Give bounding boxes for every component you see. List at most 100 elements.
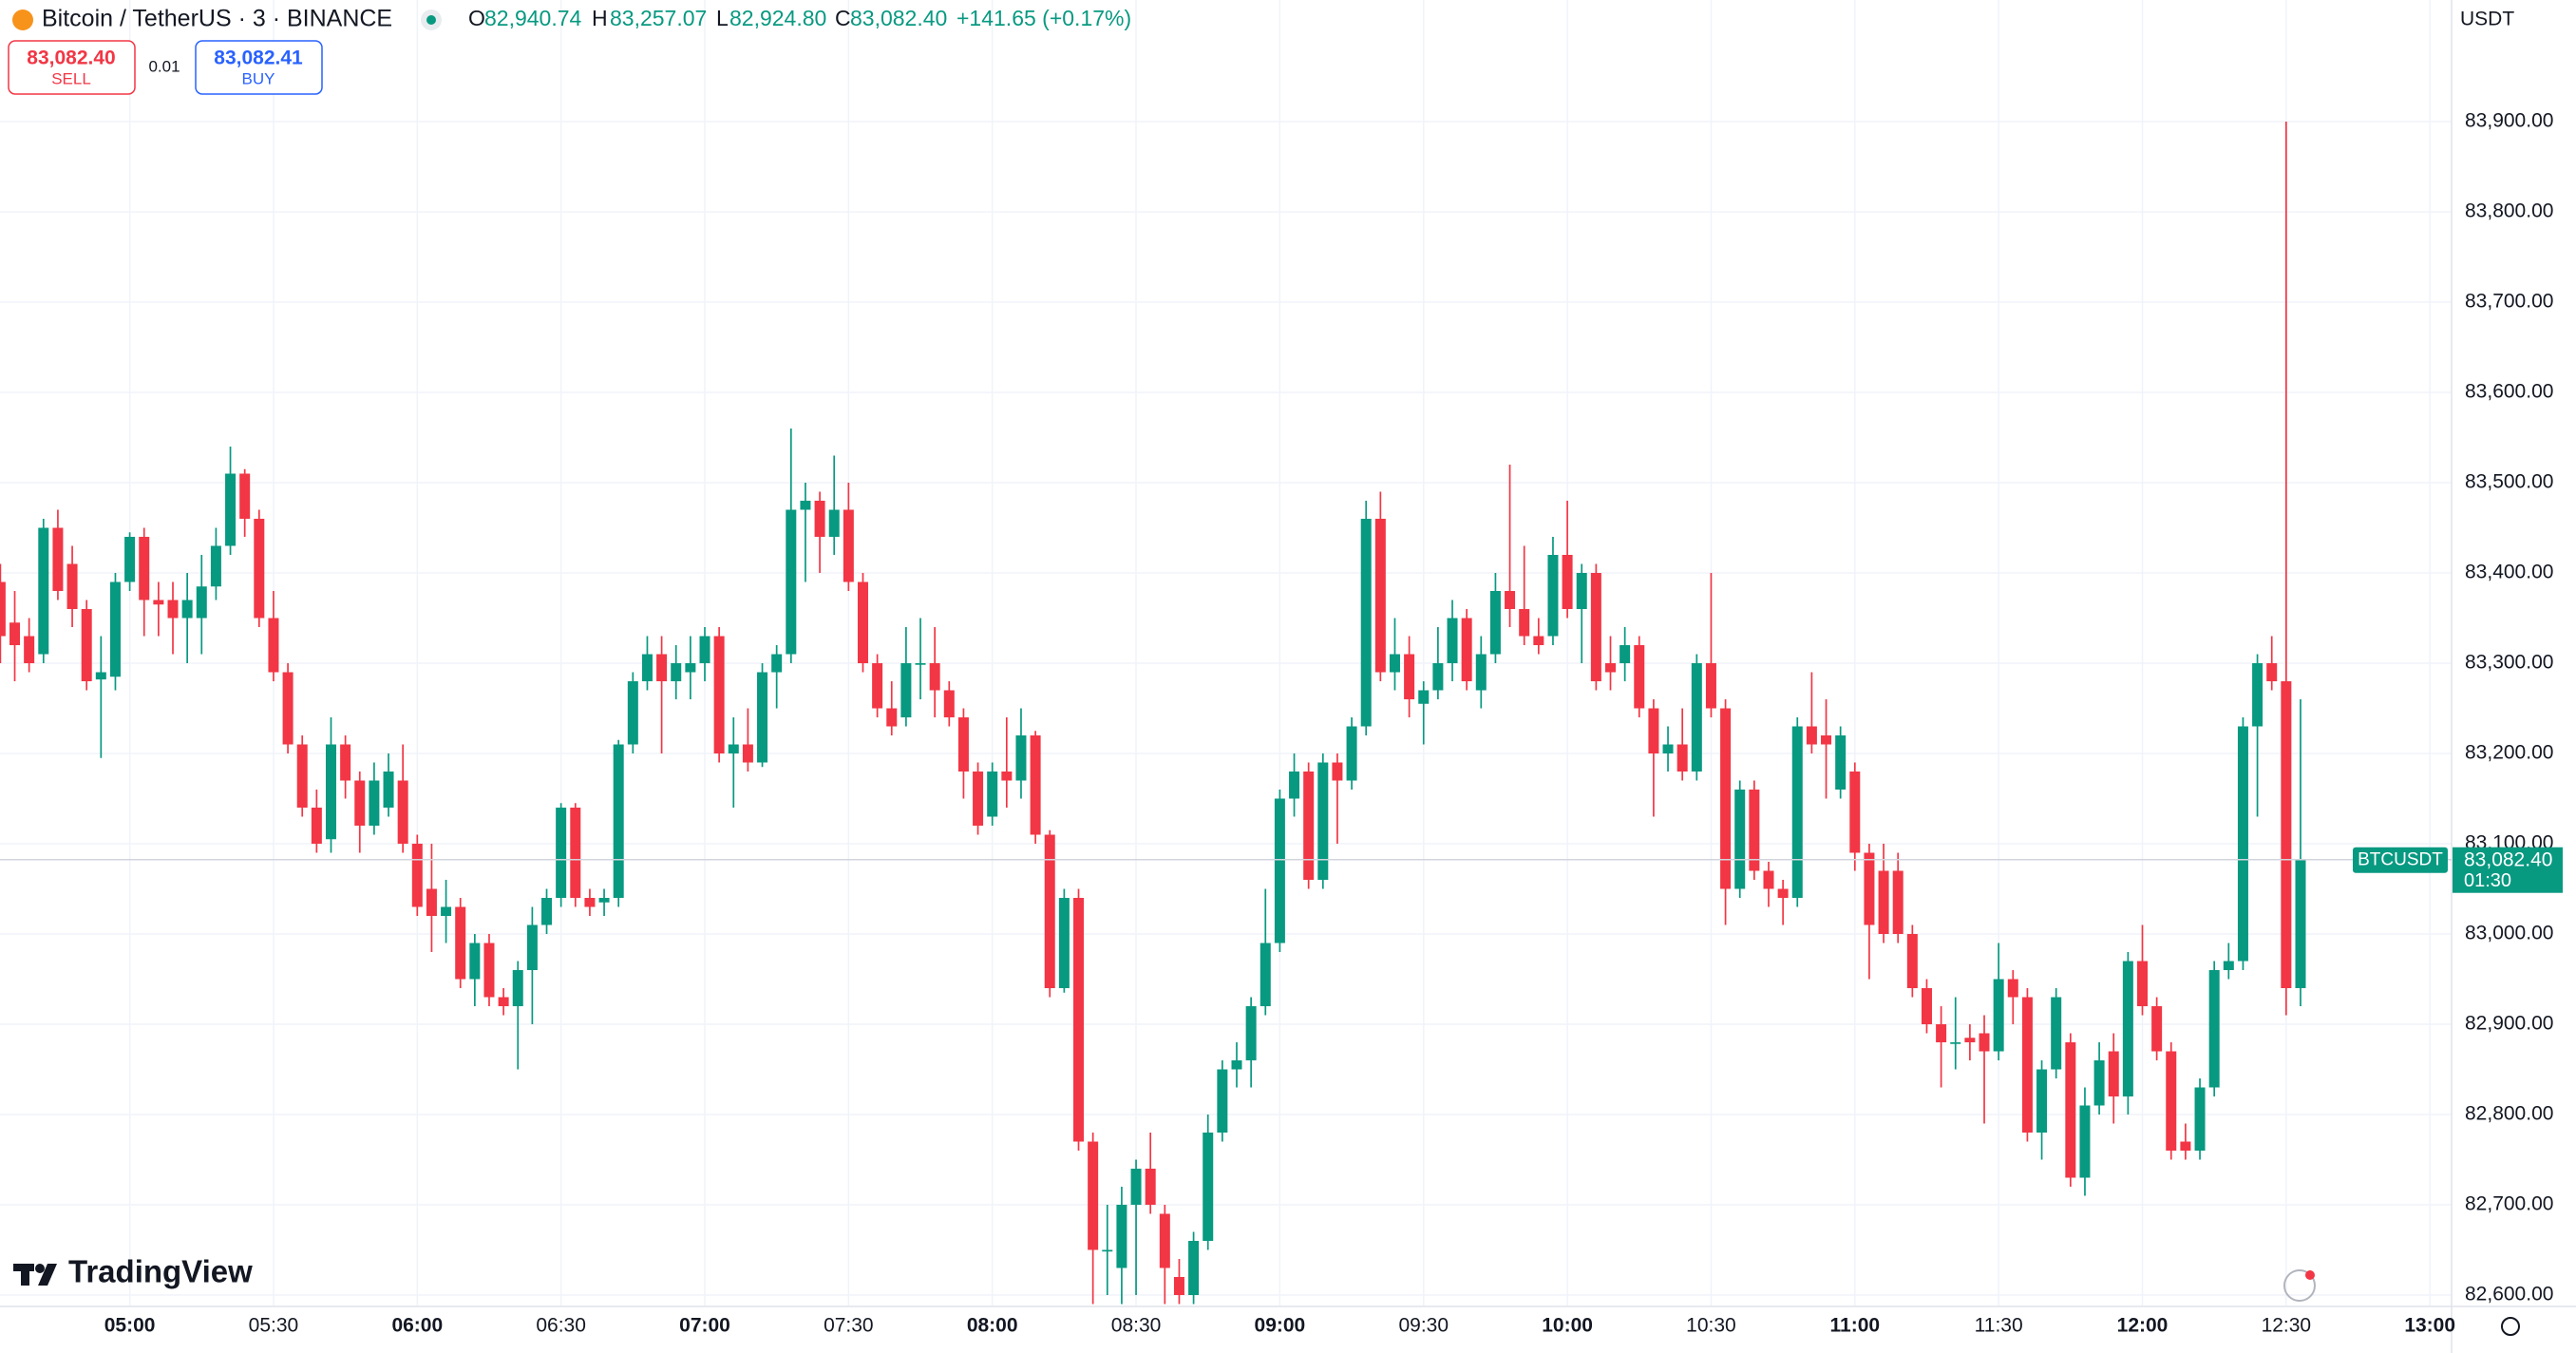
candle — [584, 888, 596, 916]
candle-body — [541, 898, 553, 925]
logo-text: TradingView — [68, 1254, 253, 1289]
ohlc-label: C — [835, 6, 851, 30]
candle-body — [656, 654, 668, 681]
candle — [2281, 122, 2292, 1016]
candle — [800, 483, 811, 582]
candle — [139, 527, 150, 637]
market-status-dot — [426, 15, 436, 25]
ohlc-label: L — [716, 6, 729, 30]
candle-body — [2295, 859, 2306, 988]
candle-body — [556, 808, 567, 898]
candle-body — [483, 943, 495, 998]
candle-body — [1734, 790, 1746, 889]
symbol-title[interactable]: Bitcoin / TetherUS · 3 · BINANCE — [42, 6, 392, 32]
candle-body — [570, 808, 581, 898]
candle-body — [1950, 1042, 1961, 1044]
candle — [1346, 717, 1357, 790]
candle-body — [1260, 943, 1271, 1006]
candle-body — [1389, 654, 1400, 673]
candle — [2252, 654, 2263, 817]
candle-body — [886, 708, 898, 727]
candle — [196, 555, 207, 655]
candle — [1116, 1187, 1127, 1305]
candle — [1505, 465, 1516, 627]
candle — [1102, 1205, 1113, 1295]
candle — [1749, 780, 1760, 880]
replay-icon[interactable] — [2283, 1269, 2316, 1302]
x-tick-label: 09:30 — [1398, 1315, 1449, 1337]
y-tick-label: 83,400.00 — [2465, 562, 2553, 583]
candle-body — [268, 618, 279, 673]
candle — [627, 672, 638, 753]
candle — [1576, 563, 1587, 663]
candle — [786, 429, 797, 663]
ohlc-label: O — [468, 6, 485, 30]
candle-body — [1217, 1069, 1228, 1133]
currency[interactable]: USDT — [2460, 9, 2514, 30]
candle-body — [1346, 726, 1357, 781]
candle — [1073, 888, 1085, 1151]
y-tick-label: 83,600.00 — [2465, 381, 2553, 403]
candle-body — [915, 663, 926, 665]
candle-body — [1576, 573, 1587, 609]
candle-body — [929, 663, 940, 691]
candle-body — [1505, 591, 1516, 609]
candle — [1993, 943, 2004, 1060]
candle — [613, 739, 624, 907]
candle-body — [2166, 1051, 2177, 1151]
candle-body — [282, 672, 294, 745]
candle-body — [1749, 790, 1760, 871]
candle-body — [1791, 726, 1803, 898]
candle — [857, 573, 868, 673]
y-tick-label: 83,300.00 — [2465, 652, 2553, 674]
candle-body — [1432, 663, 1444, 691]
candle-body — [814, 501, 825, 537]
x-tick-label: 08:30 — [1111, 1315, 1162, 1337]
candle-body — [800, 501, 811, 510]
candle-body — [2079, 1105, 2091, 1178]
candle-body — [1303, 772, 1315, 880]
candle — [2108, 1033, 2119, 1124]
candle — [2223, 943, 2234, 980]
candle-body — [900, 663, 912, 717]
candle-body — [239, 473, 251, 519]
candle-body — [1562, 555, 1573, 609]
candle-body — [167, 600, 179, 619]
candle — [2194, 1078, 2206, 1160]
x-tick-label: 11:30 — [1975, 1315, 2023, 1337]
candle-body — [742, 744, 753, 763]
candle — [2093, 1042, 2105, 1115]
candle — [1461, 609, 1472, 691]
x-tick-label: 12:00 — [2117, 1315, 2169, 1337]
candle — [167, 581, 179, 655]
candle — [239, 468, 251, 537]
candle — [987, 762, 998, 826]
buy-button[interactable] — [195, 40, 323, 95]
candle-body — [1245, 1006, 1257, 1060]
ohlc-value: 83,082.40 — [850, 6, 947, 30]
candle — [671, 645, 682, 699]
candle-body — [728, 744, 739, 753]
candle-body — [1044, 834, 1055, 988]
candle — [1533, 618, 1544, 655]
candle — [713, 627, 725, 763]
candle-body — [1720, 708, 1732, 889]
candle-body — [641, 654, 653, 681]
candle-body — [498, 997, 509, 1006]
candle-body — [1231, 1060, 1242, 1070]
candle — [109, 573, 121, 691]
candle-body — [2252, 663, 2263, 727]
candle-body — [369, 780, 380, 826]
sell-button[interactable] — [8, 40, 136, 95]
settings-icon[interactable] — [2501, 1317, 2520, 1336]
candle-body — [1821, 735, 1832, 745]
candle-body — [671, 663, 682, 681]
candle — [1374, 491, 1386, 681]
candle-body — [2194, 1087, 2206, 1151]
buy-price: 83,082.41 — [214, 48, 303, 69]
candle-body — [2065, 1042, 2076, 1178]
candle-body — [584, 898, 596, 907]
symbol-tag — [2353, 847, 2448, 873]
candle-body — [2137, 961, 2148, 1006]
candle-body — [1188, 1241, 1200, 1295]
